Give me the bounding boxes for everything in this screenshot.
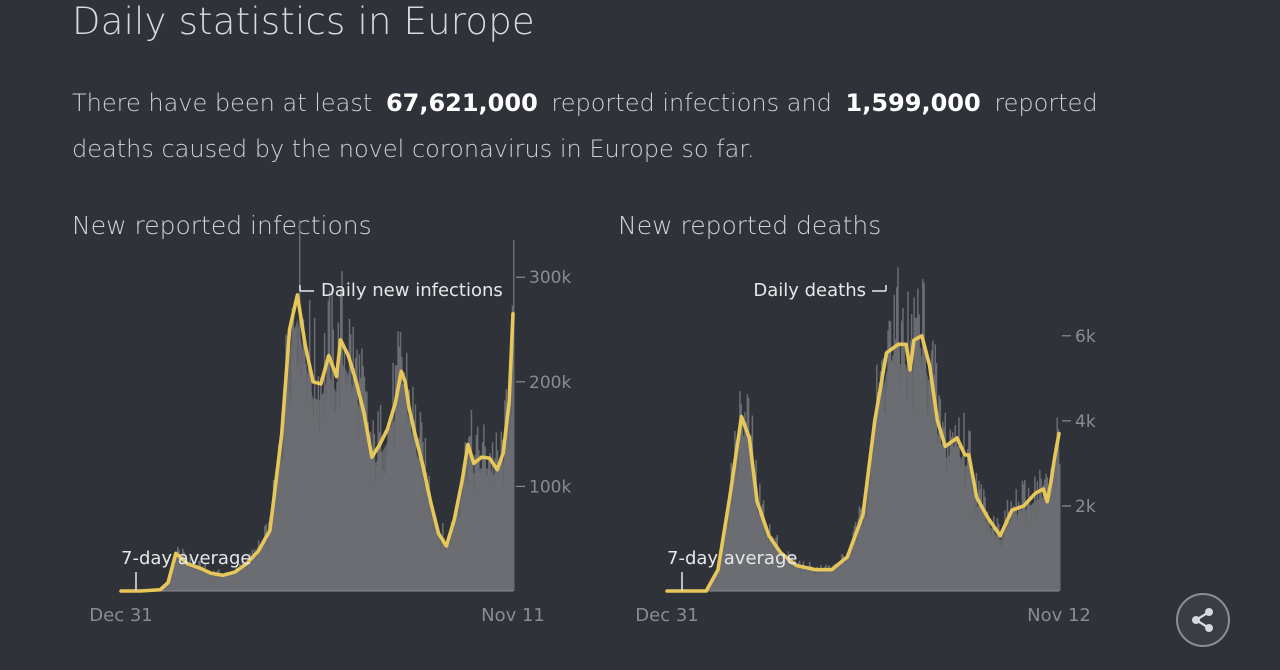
daily-bar bbox=[513, 240, 515, 591]
daily-series-label: Daily deaths bbox=[753, 280, 866, 301]
y-tick-label: 200k bbox=[529, 373, 571, 393]
intro-text: There have been at least 67,621,000 repo… bbox=[72, 80, 1182, 172]
x-start-label: Dec 31 bbox=[635, 605, 698, 626]
intro-middle: reported infections and bbox=[551, 89, 832, 117]
y-tick-label: 4k bbox=[1075, 412, 1096, 432]
daily-bar bbox=[1059, 463, 1061, 591]
y-tick-label: 100k bbox=[529, 477, 571, 497]
y-tick-label: 6k bbox=[1075, 327, 1096, 347]
deaths-chart-title: New reported deaths bbox=[618, 211, 882, 240]
y-tick-label: 2k bbox=[1075, 497, 1096, 517]
infections-total: 67,621,000 bbox=[385, 89, 538, 117]
daily-bars bbox=[121, 220, 515, 591]
seven-day-average-line bbox=[119, 293, 515, 593]
daily-series-label: Daily new infections bbox=[321, 280, 503, 301]
x-start-label: Dec 31 bbox=[89, 605, 152, 626]
seven-day-average-line bbox=[665, 334, 1061, 593]
share-icon bbox=[1192, 608, 1213, 632]
intro-after: reported deaths caused by the novel coro… bbox=[72, 89, 1098, 163]
share-button[interactable] bbox=[1176, 593, 1230, 647]
y-tick-label: 300k bbox=[529, 268, 571, 288]
x-end-label: Nov 11 bbox=[481, 605, 545, 626]
bars-area bbox=[667, 356, 1059, 591]
x-end-label: Nov 12 bbox=[1027, 605, 1091, 626]
average-series-label: 7-day average bbox=[667, 548, 797, 569]
average-series-label: 7-day average bbox=[121, 548, 251, 569]
infections-chart: 100k 200k 300k Daily new infections 7-day av… bbox=[89, 220, 571, 626]
deaths-total: 1,599,000 bbox=[845, 89, 981, 117]
page-title: Daily statistics in Europe bbox=[72, 0, 535, 43]
bars-area bbox=[121, 318, 513, 591]
daily-bars bbox=[667, 267, 1061, 591]
infections-chart-title: New reported infections bbox=[72, 211, 372, 240]
deaths-chart: 2k 4k 6k Daily deaths 7-day average Dec 31 Nov… bbox=[635, 267, 1096, 626]
intro-before: There have been at least bbox=[72, 89, 373, 117]
